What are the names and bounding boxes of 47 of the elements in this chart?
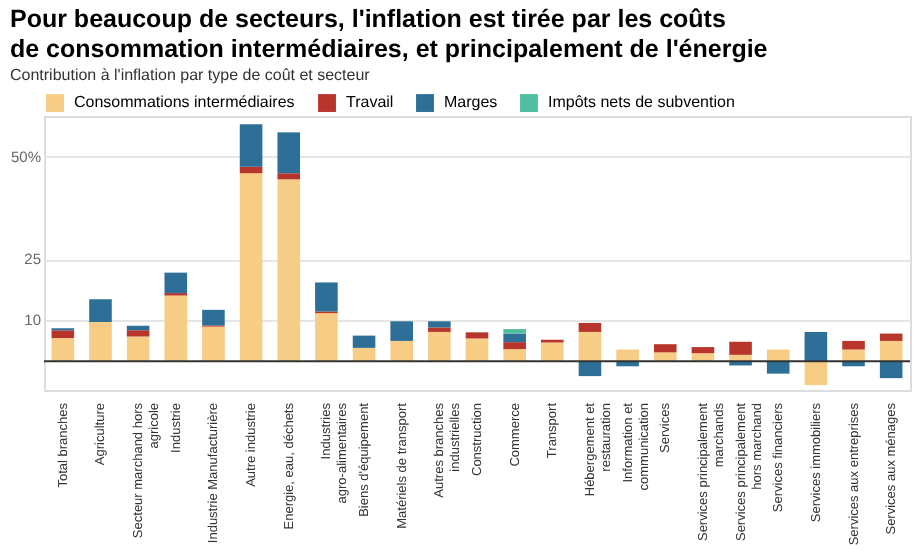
bar	[390, 321, 413, 341]
bar	[277, 173, 301, 180]
bar	[89, 322, 112, 362]
bar	[503, 333, 526, 343]
bar	[842, 340, 865, 350]
bar	[51, 330, 75, 339]
bar	[239, 124, 263, 167]
bar	[239, 173, 263, 362]
legend-label: Marges	[444, 93, 498, 112]
bar	[804, 361, 828, 386]
bar	[89, 299, 112, 323]
bar	[879, 333, 903, 341]
legend-label: Impôts nets de subvention	[548, 93, 735, 112]
chart-title: Pour beaucoup de secteurs, l'inflation est tirée par les coûts de consommation intermédiaires, et principalement de l'énergie	[9, 5, 768, 63]
bar	[503, 349, 526, 362]
bar	[164, 295, 188, 362]
bar	[51, 338, 75, 362]
bar	[503, 342, 526, 350]
bar	[578, 331, 602, 362]
bar	[804, 331, 828, 362]
bar	[879, 361, 903, 379]
bar	[126, 330, 150, 337]
bar	[352, 335, 376, 348]
bar	[879, 340, 903, 362]
bar	[390, 340, 413, 362]
bar	[465, 338, 489, 362]
bar	[653, 344, 677, 353]
bar	[277, 132, 301, 174]
legend-label: Travail	[346, 93, 394, 112]
bar	[126, 336, 150, 362]
bar	[578, 361, 602, 377]
chart-subtitle: Contribution à l'inflation par type de coût et secteur	[9, 66, 371, 84]
bar	[315, 282, 338, 312]
bar	[315, 313, 338, 362]
bar	[277, 179, 301, 362]
bar	[202, 309, 225, 326]
bar	[428, 331, 451, 362]
bar	[766, 361, 790, 374]
bar	[202, 326, 225, 362]
bar	[428, 321, 451, 328]
bar	[465, 332, 489, 339]
bar	[164, 272, 188, 294]
bar	[541, 342, 564, 362]
bar	[729, 341, 752, 355]
bar	[578, 322, 602, 332]
legend-label: Consommations intermédiaires	[74, 93, 295, 112]
bar	[691, 347, 715, 354]
